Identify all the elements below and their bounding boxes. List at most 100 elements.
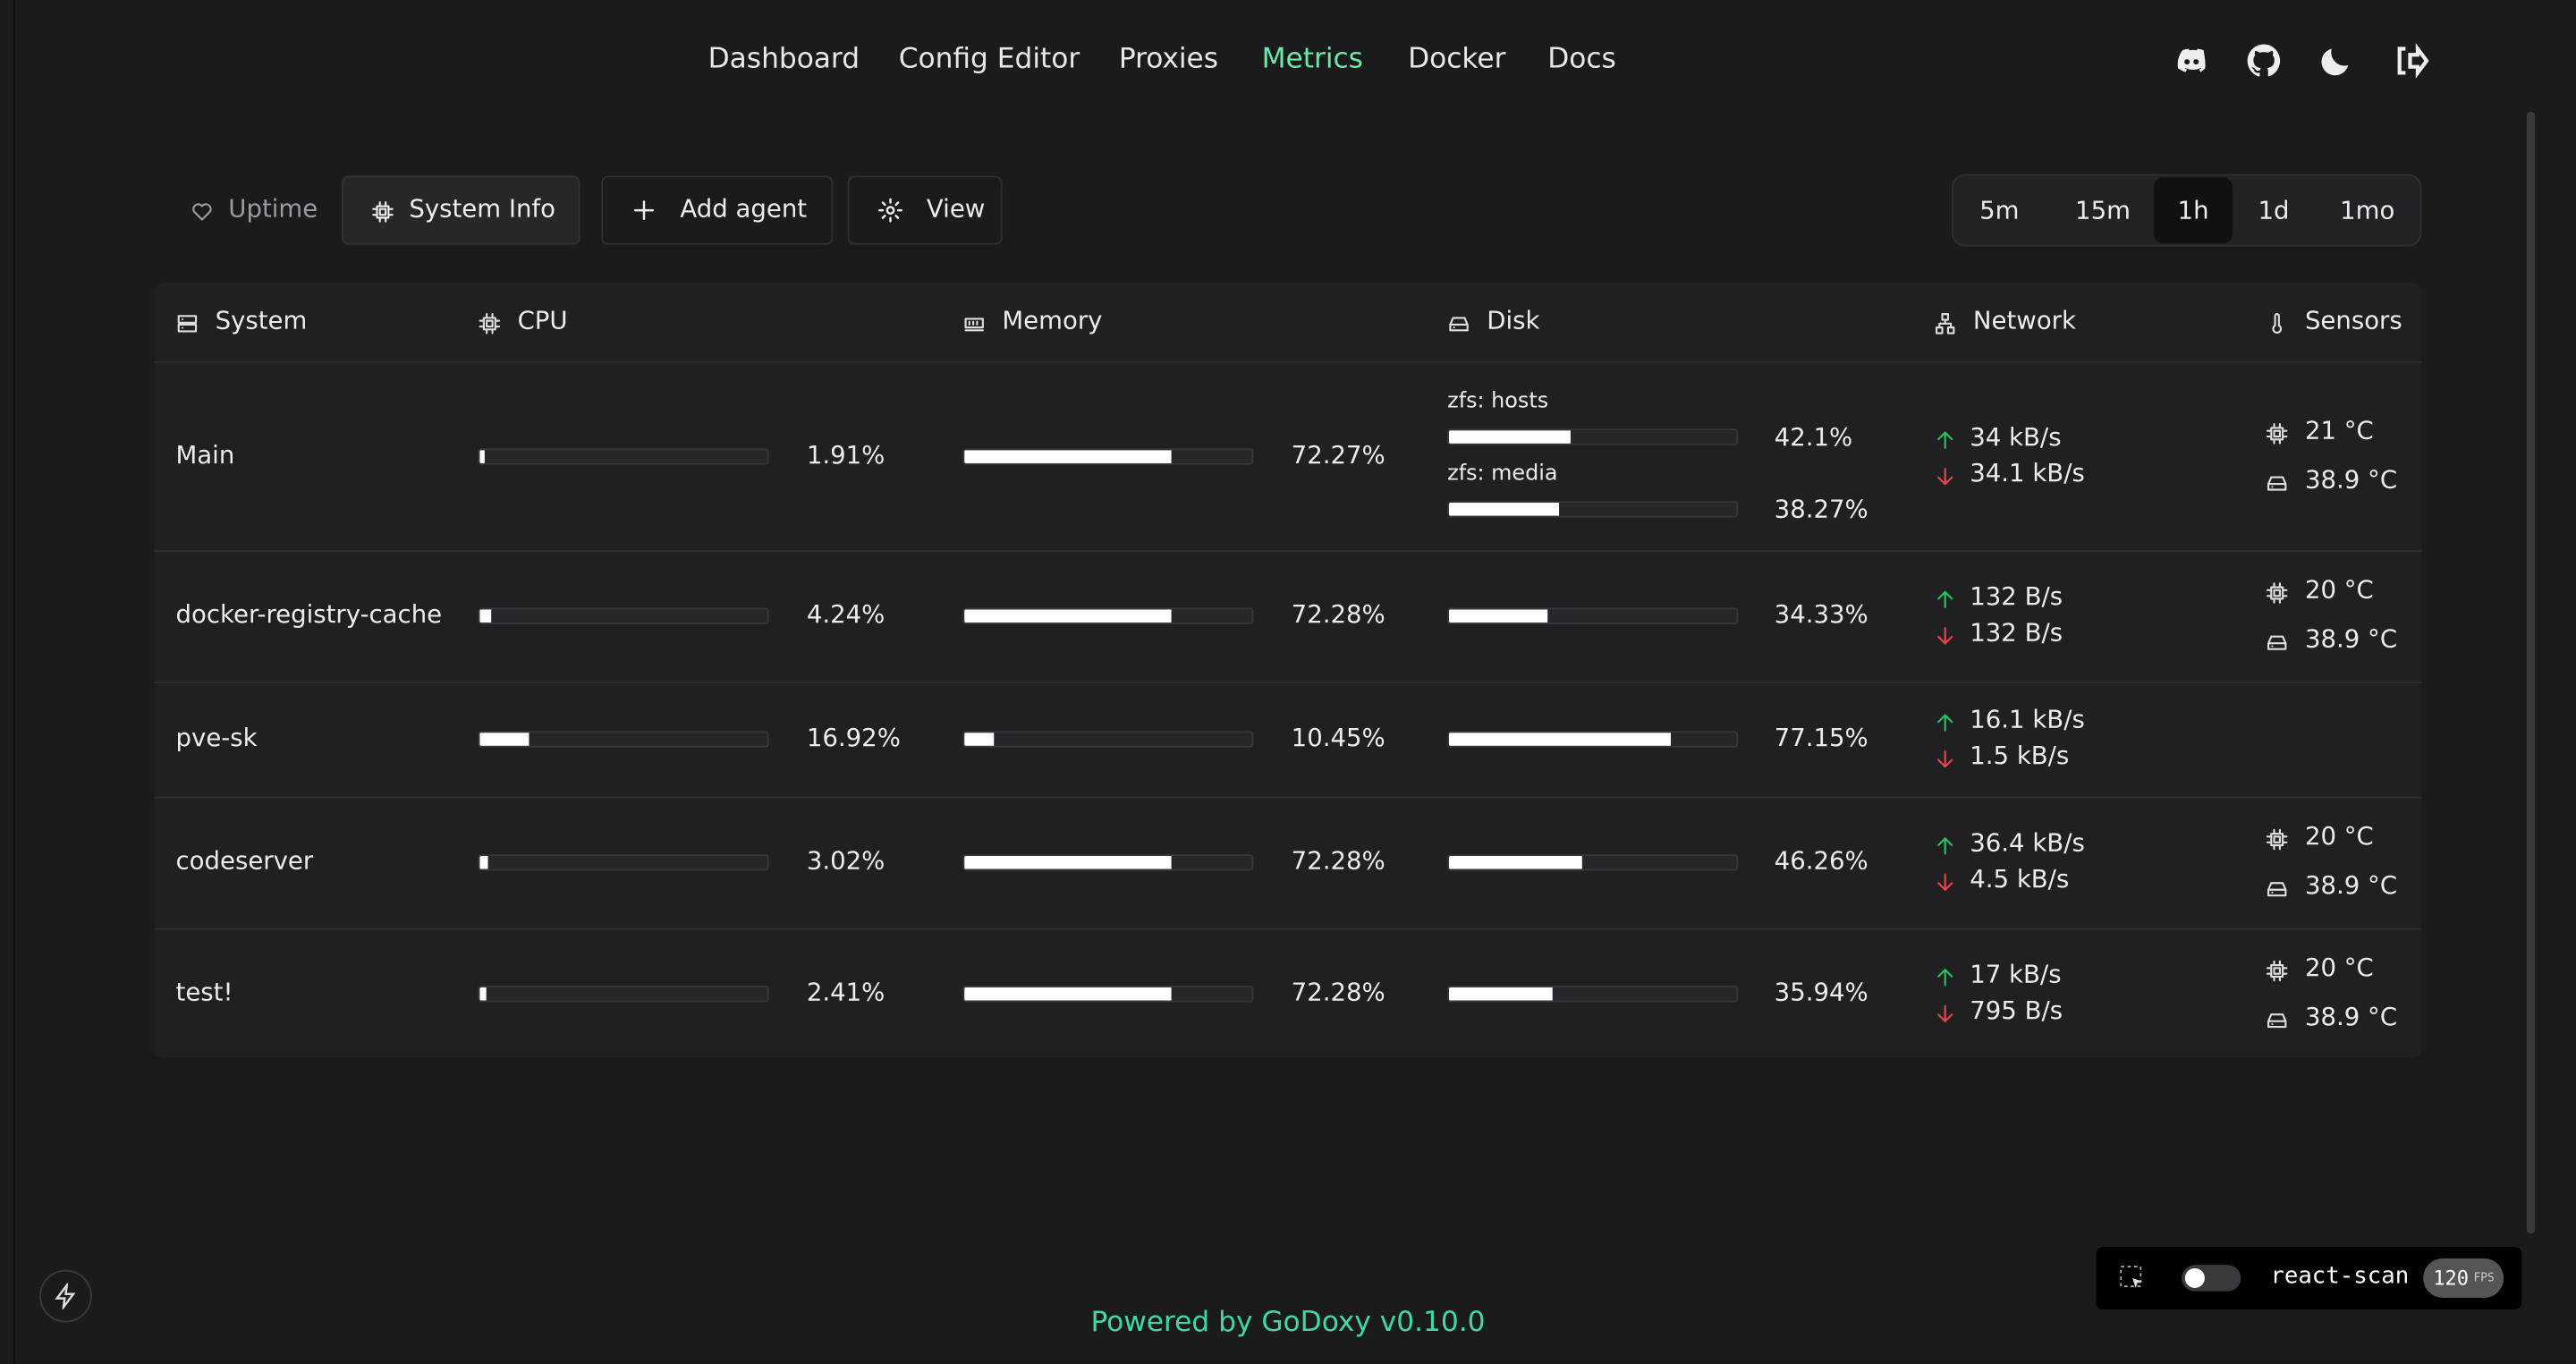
up-arrow bbox=[1934, 833, 1957, 856]
header-label: CPU bbox=[517, 305, 568, 335]
net-down: 34.1 kB/s bbox=[1970, 457, 2085, 487]
react-scan-label: react-scan bbox=[2270, 1263, 2410, 1290]
bar bbox=[1449, 855, 1582, 869]
select-icon[interactable] bbox=[2119, 1265, 2145, 1291]
up-arrow bbox=[1934, 709, 1957, 733]
sensor-icon bbox=[2266, 826, 2289, 851]
sensor-icon bbox=[2266, 1006, 2289, 1029]
sensor-value: 38.9 °C bbox=[2304, 623, 2398, 655]
tab-icon bbox=[191, 199, 214, 222]
bar-track bbox=[1447, 985, 1739, 1002]
header-icon bbox=[1447, 310, 1470, 334]
theme-icon[interactable] bbox=[2318, 43, 2354, 79]
bar bbox=[1449, 430, 1571, 444]
row-divider bbox=[154, 550, 2422, 553]
nav-link[interactable]: Metrics bbox=[1261, 42, 1363, 76]
cpu-label: 16.92% bbox=[806, 723, 901, 753]
nav-link[interactable]: Proxies bbox=[1118, 42, 1219, 76]
range-button[interactable]: 15m bbox=[2075, 195, 2131, 225]
logout-icon[interactable] bbox=[2390, 43, 2429, 79]
header-icons bbox=[2174, 43, 2430, 79]
header-icon-svg bbox=[177, 315, 198, 333]
sensor-icon-svg bbox=[2267, 475, 2287, 490]
bar-track bbox=[1447, 607, 1739, 624]
tab-icon bbox=[371, 199, 394, 223]
cpu-label: 3.02% bbox=[806, 845, 886, 876]
range-button[interactable]: 1d bbox=[2258, 195, 2290, 225]
down-arrow-svg bbox=[1937, 467, 1953, 485]
frame bbox=[13, 0, 15, 1364]
up-arrow bbox=[1934, 587, 1957, 610]
bar-track bbox=[962, 731, 1254, 748]
bar bbox=[964, 855, 1173, 869]
cpu-label: 4.24% bbox=[806, 599, 886, 630]
net-down: 795 B/s bbox=[1970, 995, 2063, 1025]
bar-track bbox=[478, 607, 769, 624]
bar-track bbox=[962, 854, 1254, 871]
toggle[interactable] bbox=[2182, 1265, 2241, 1292]
down-arrow bbox=[1934, 462, 1957, 486]
down-arrow-svg bbox=[1937, 1004, 1953, 1021]
disk-label: 34.33% bbox=[1774, 599, 1868, 630]
bar-track bbox=[962, 607, 1254, 624]
net-up: 17 kB/s bbox=[1970, 958, 2062, 988]
header-label: Memory bbox=[1002, 305, 1103, 335]
up-arrow-svg bbox=[1937, 430, 1953, 448]
button-icon bbox=[877, 197, 903, 223]
net-down: 132 B/s bbox=[1970, 617, 2063, 648]
sensor-icon-svg bbox=[2267, 882, 2287, 897]
nav-link[interactable]: Config Editor bbox=[898, 42, 1080, 76]
down-arrow-svg bbox=[1937, 750, 1953, 768]
header-icon-svg bbox=[2272, 313, 2283, 335]
sensor-icon bbox=[2266, 469, 2289, 492]
disk-name: zfs: hosts bbox=[1447, 389, 1549, 414]
disk-label: 77.15% bbox=[1774, 723, 1868, 753]
header-label: System bbox=[215, 305, 308, 335]
button[interactable] bbox=[847, 175, 1003, 245]
bar-track bbox=[962, 447, 1254, 464]
bar-track bbox=[962, 985, 1254, 1002]
bar-track bbox=[1447, 501, 1739, 518]
header-icon-svg bbox=[1935, 313, 1955, 335]
header-icon bbox=[2266, 310, 2289, 335]
header-icon bbox=[962, 310, 986, 334]
up-arrow bbox=[1934, 427, 1957, 450]
button-icon-svg bbox=[633, 200, 655, 221]
bar bbox=[479, 986, 487, 1000]
tab[interactable] bbox=[342, 175, 580, 245]
nav-link[interactable]: Docs bbox=[1547, 42, 1616, 76]
header-label: Disk bbox=[1487, 305, 1540, 335]
range-button[interactable]: 1mo bbox=[2340, 195, 2395, 225]
range-button[interactable]: 1h bbox=[2153, 177, 2233, 243]
range-button[interactable]: 5m bbox=[1979, 195, 2020, 225]
down-arrow bbox=[1934, 623, 1957, 646]
button[interactable] bbox=[601, 175, 834, 245]
fps-value: 120 bbox=[2433, 1267, 2470, 1290]
disk-name: zfs: media bbox=[1447, 462, 1558, 487]
disk-label: 35.94% bbox=[1774, 976, 1868, 1007]
net-up: 34 kB/s bbox=[1970, 421, 2062, 452]
fps-badge: 120 FPS bbox=[2423, 1258, 2504, 1299]
bar bbox=[964, 609, 1173, 623]
bar bbox=[1449, 733, 1671, 746]
row-divider bbox=[154, 361, 2422, 363]
nav-link[interactable]: Dashboard bbox=[708, 42, 860, 76]
sensor-icon bbox=[2266, 419, 2289, 444]
sensor-icon-svg bbox=[2266, 959, 2288, 981]
down-arrow bbox=[1934, 869, 1957, 893]
nav-link[interactable]: Docker bbox=[1408, 42, 1506, 76]
header-label: Network bbox=[1972, 305, 2076, 335]
disk-label: 38.27% bbox=[1774, 494, 1868, 524]
github-icon[interactable] bbox=[2246, 43, 2282, 79]
sensor-icon-svg bbox=[2267, 1012, 2287, 1028]
tab-label: Uptime bbox=[228, 193, 318, 224]
memory-label: 72.28% bbox=[1291, 599, 1385, 630]
footer-brand[interactable]: GoDoxy bbox=[1261, 1306, 1371, 1339]
dev-button[interactable] bbox=[39, 1269, 92, 1323]
table bbox=[154, 282, 2422, 1058]
header-icon bbox=[1934, 310, 1957, 335]
disk-label: 42.1% bbox=[1774, 422, 1853, 453]
up-arrow-svg bbox=[1937, 837, 1953, 855]
discord-icon[interactable] bbox=[2174, 43, 2209, 79]
bar bbox=[479, 449, 486, 463]
